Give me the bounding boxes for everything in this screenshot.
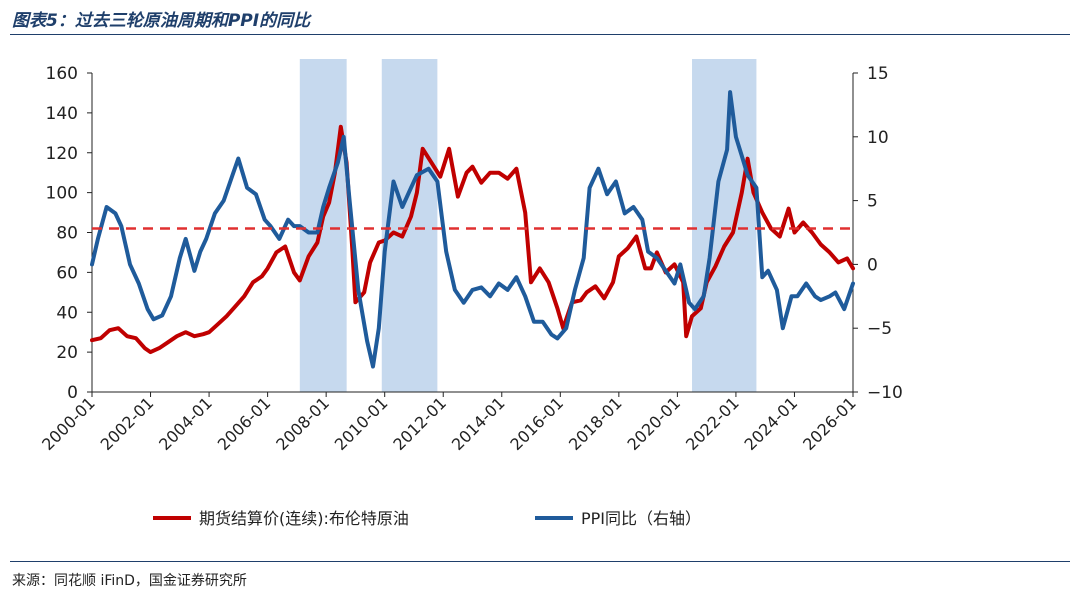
- shaded-period-2: [692, 59, 757, 392]
- y-right-tick-label-2: 0: [867, 255, 878, 275]
- legend-label-1: PPI同比（右轴）: [581, 509, 701, 528]
- x-tick-label-9: 2018-01: [565, 393, 626, 454]
- x-tick-label-8: 2016-01: [506, 393, 567, 454]
- y-left-tick-label-5: 100: [46, 184, 78, 204]
- x-tick-label-2: 2004-01: [155, 393, 216, 454]
- y-left-tick-label-0: 0: [67, 383, 78, 403]
- x-tick-label-7: 2014-01: [448, 393, 509, 454]
- y-left-tick-label-7: 140: [46, 104, 78, 124]
- y-left-tick-label-8: 160: [46, 64, 78, 84]
- series-line-1: [90, 90, 855, 369]
- x-tick-label-10: 2020-01: [624, 393, 685, 454]
- y-left-tick-label-6: 120: [46, 144, 78, 164]
- chart-title: 图表5：过去三轮原油周期和PPI的同比: [12, 11, 311, 31]
- x-tick-label-4: 2008-01: [272, 393, 333, 454]
- x-tick-label-1: 2002-01: [97, 393, 158, 454]
- y-right-tick-label-4: 10: [867, 128, 889, 148]
- top-divider: [10, 34, 1070, 35]
- x-tick-label-6: 2012-01: [389, 393, 450, 454]
- series-line-0: [90, 124, 855, 355]
- legend-label-0: 期货结算价(连续):布伦特原油: [199, 509, 409, 528]
- chart-svg: 020406080100120140160−10−50510152000-012…: [38, 59, 903, 528]
- y-left-tick-label-4: 80: [56, 224, 78, 244]
- y-left-tick-label-3: 60: [56, 263, 78, 283]
- x-tick-label-3: 2006-01: [214, 393, 275, 454]
- y-left-tick-label-1: 20: [56, 343, 78, 363]
- y-right-tick-label-1: −5: [867, 319, 892, 339]
- x-tick-label-11: 2022-01: [682, 393, 743, 454]
- y-right-tick-label-5: 15: [867, 64, 889, 84]
- y-right-tick-label-0: −10: [867, 383, 903, 403]
- y-left-tick-label-2: 40: [56, 303, 78, 323]
- x-tick-label-13: 2026-01: [799, 393, 860, 454]
- x-tick-label-5: 2010-01: [331, 393, 392, 454]
- y-right-tick-label-3: 5: [867, 192, 878, 212]
- x-tick-label-12: 2024-01: [741, 393, 802, 454]
- source-note: 来源：同花顺 iFinD，国金证券研究所: [12, 573, 247, 589]
- bottom-divider: [10, 561, 1070, 562]
- shaded-period-1: [381, 59, 438, 392]
